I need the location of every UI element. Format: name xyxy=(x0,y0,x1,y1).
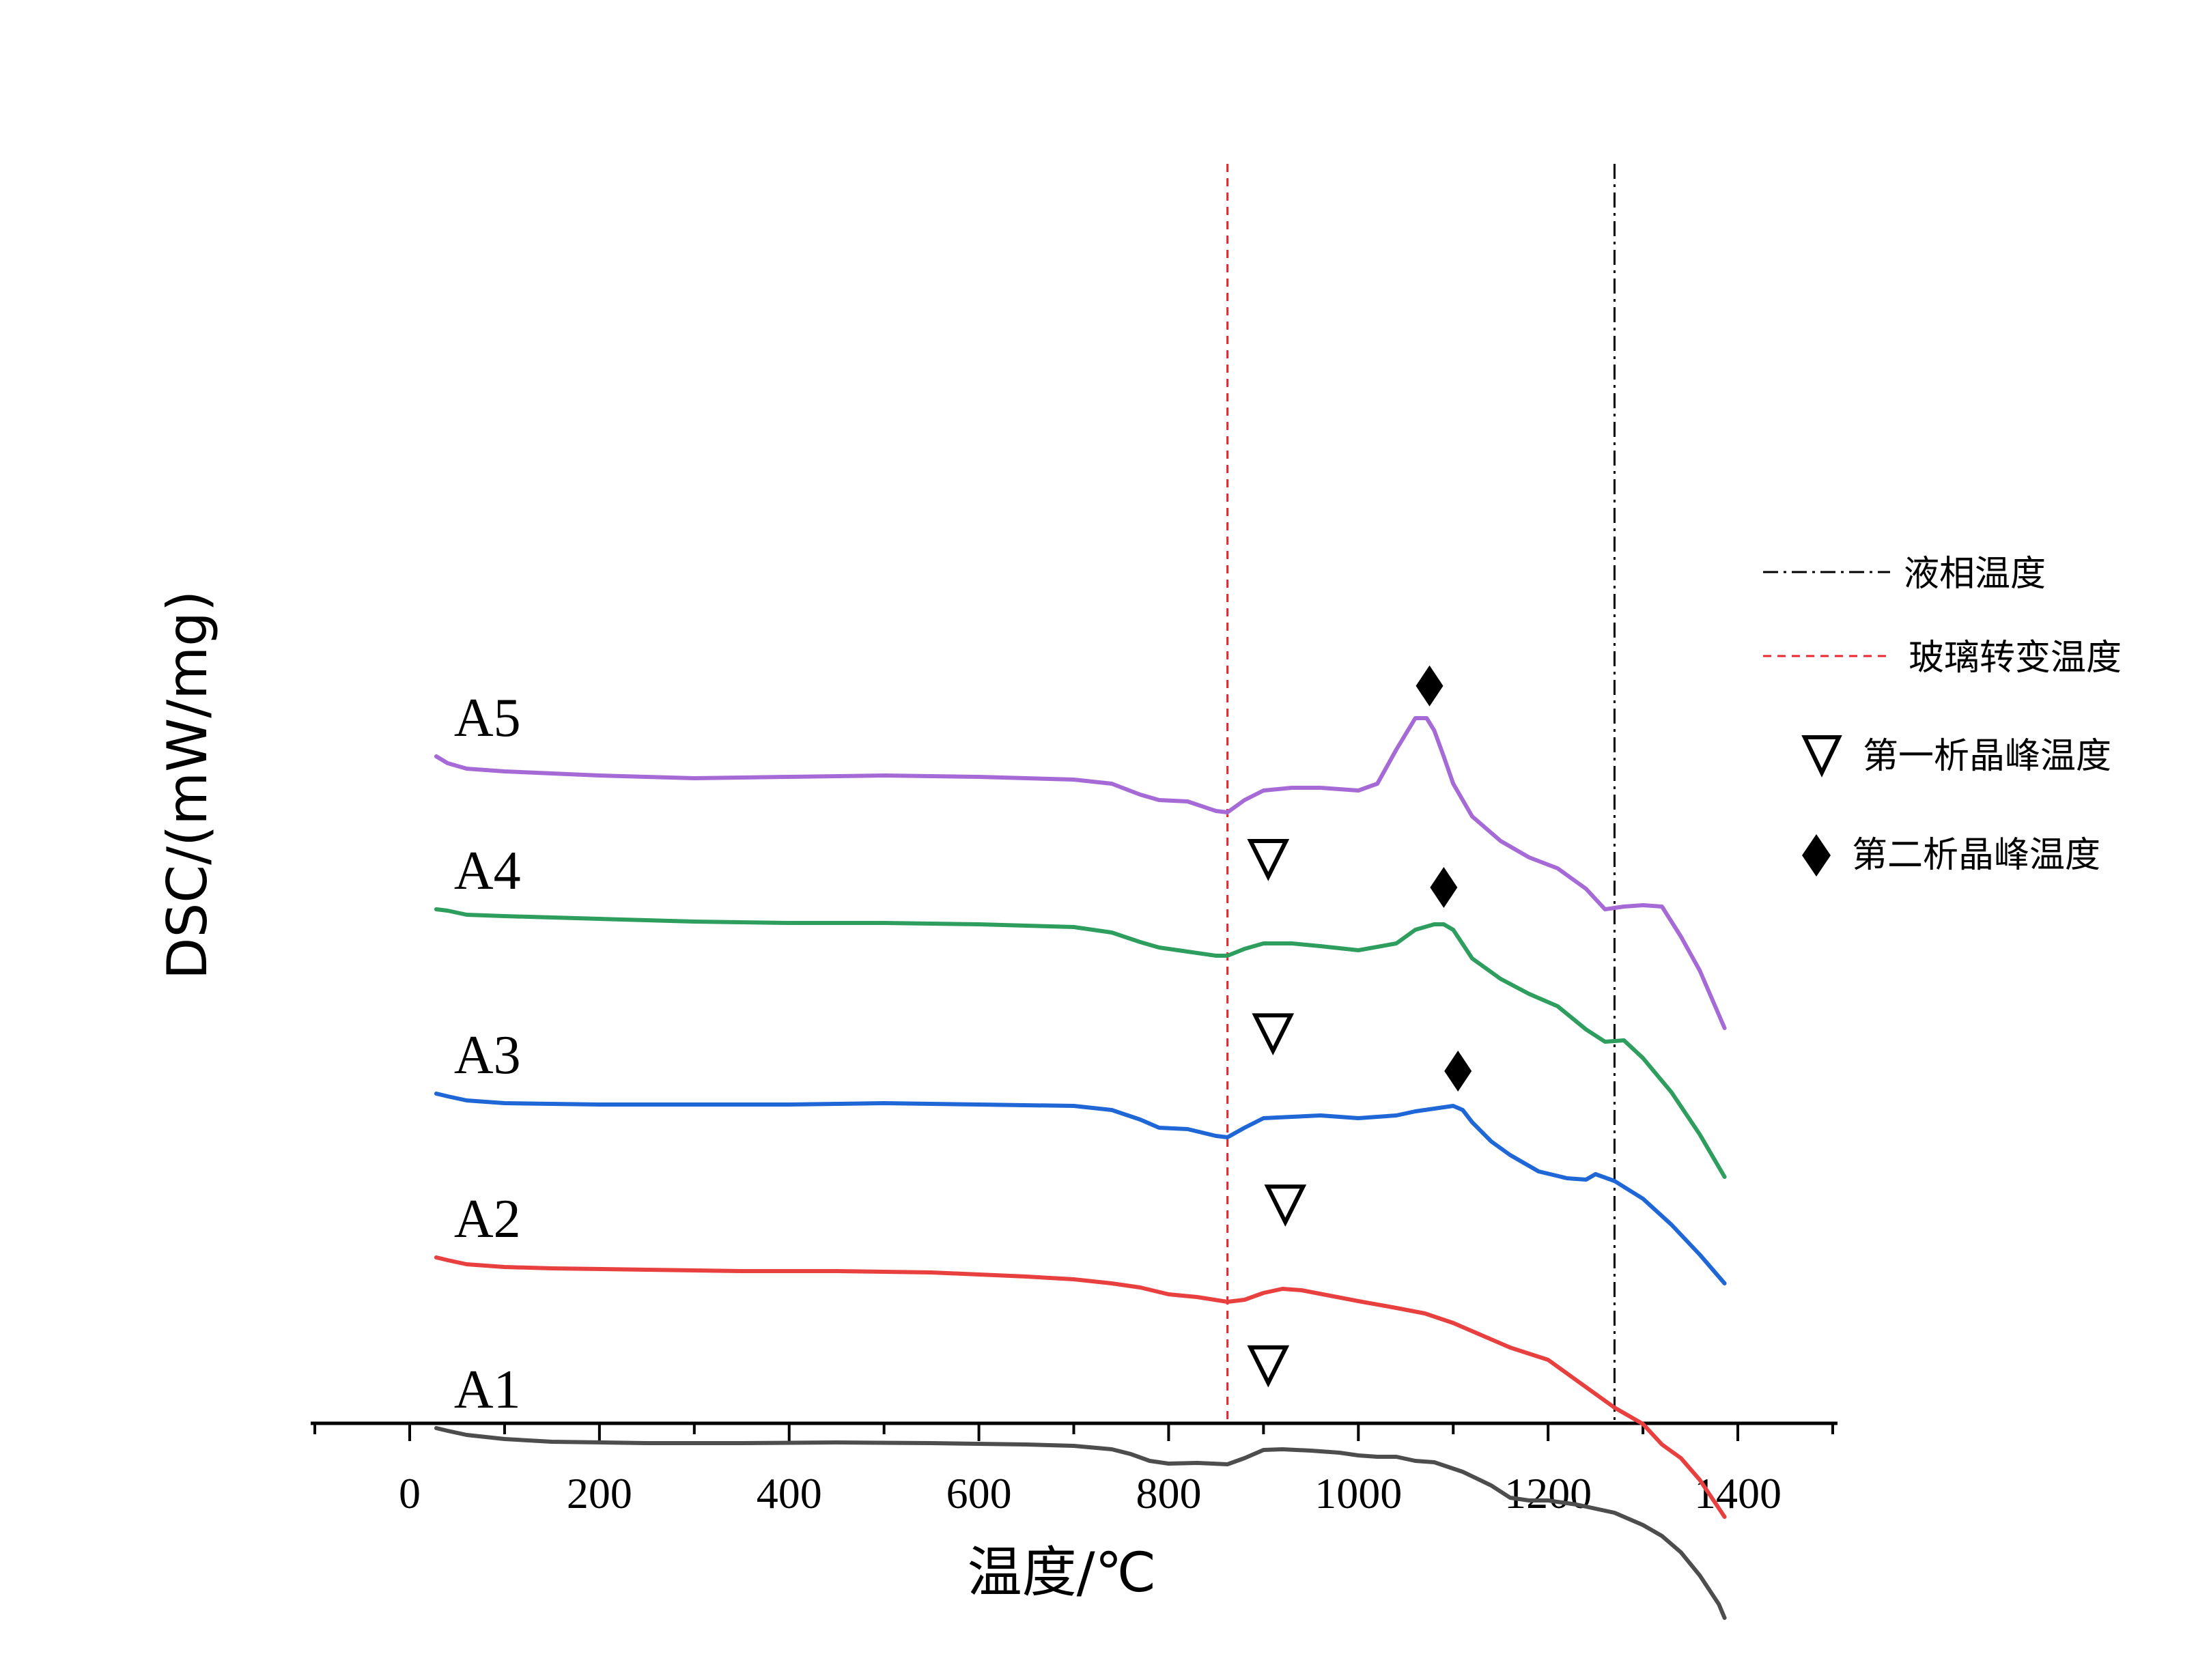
x-tick-label: 400 xyxy=(757,1469,822,1518)
second-peak-marker-a4 xyxy=(1430,867,1458,908)
first-peak-marker-a2 xyxy=(1264,1184,1307,1227)
legend-first-peak-label: 第一析晶峰温度 xyxy=(1863,736,2111,777)
x-axis-title: 温度/℃ xyxy=(968,1541,1157,1604)
series-label-a1: A1 xyxy=(454,1360,521,1420)
x-tick-label: 800 xyxy=(1136,1469,1201,1518)
series-line-a3 xyxy=(434,1092,1727,1285)
x-tick-label: 1200 xyxy=(1504,1469,1592,1518)
series-label-a4: A4 xyxy=(454,841,521,901)
series-labels: A1 A2 A3 A4 A5 xyxy=(454,688,521,1420)
legend-second-peak-label: 第二析晶峰温度 xyxy=(1852,835,2100,876)
series-line-a2 xyxy=(434,1255,1727,1519)
peak-markers xyxy=(1247,665,1472,1388)
first-peak-marker-a4 xyxy=(1247,839,1290,881)
first-peak-marker-a1 xyxy=(1247,1345,1290,1388)
x-tick-label: 0 xyxy=(399,1469,421,1518)
x-tick-label: 200 xyxy=(567,1469,632,1518)
series-label-a3: A3 xyxy=(454,1025,521,1085)
first-peak-marker-a3 xyxy=(1252,1013,1295,1056)
y-axis-title: DSC/(mW/mg) xyxy=(156,590,219,980)
x-axis-tick-labels: 0 200 400 600 800 1000 1200 1400 xyxy=(399,1469,1782,1518)
series-line-a5 xyxy=(434,716,1727,1030)
x-tick-label: 1000 xyxy=(1314,1469,1402,1518)
series-label-a2: A2 xyxy=(454,1189,521,1249)
series-label-a5: A5 xyxy=(454,688,521,748)
legend-glass-transition-label: 玻璃转变温度 xyxy=(1909,638,2122,679)
second-peak-marker-a5 xyxy=(1416,665,1444,707)
second-peak-marker-a3 xyxy=(1444,1051,1472,1092)
x-tick-label: 600 xyxy=(946,1469,1012,1518)
x-axis-ticks xyxy=(313,1423,1834,1441)
series-group xyxy=(434,716,1727,1620)
legend-first-peak-triangle-icon xyxy=(1801,735,1842,778)
legend-second-peak-diamond-icon xyxy=(1802,834,1831,877)
legend-liquidus-label: 液相温度 xyxy=(1904,554,2046,595)
legend: 液相温度 玻璃转变温度 第一析晶峰温度 第二析晶峰温度 xyxy=(1763,554,2122,877)
series-line-a4 xyxy=(434,907,1727,1179)
series-line-a1 xyxy=(434,1426,1727,1620)
